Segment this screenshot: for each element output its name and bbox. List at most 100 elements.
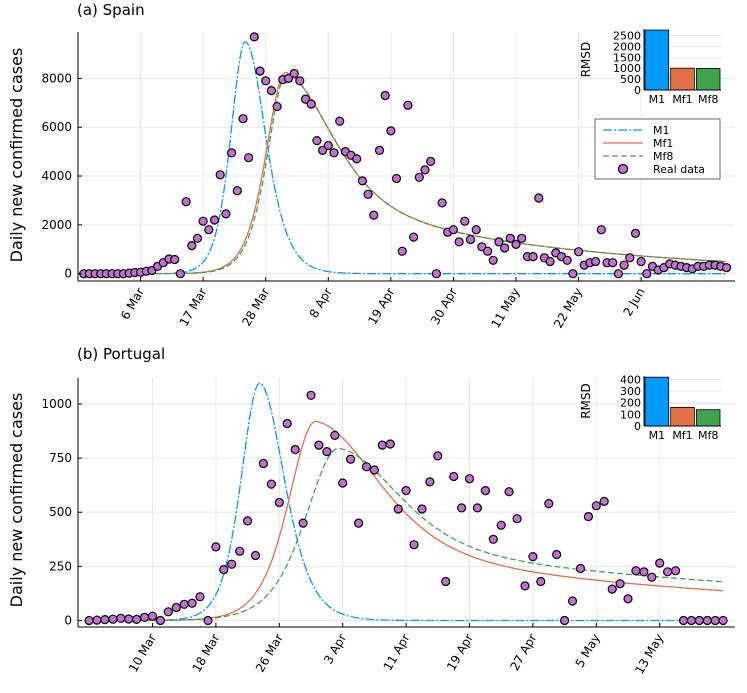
portugal-data-point: [559, 615, 570, 626]
portugal-data-point: [425, 477, 435, 487]
portugal-y-tick-label: 250: [49, 559, 72, 573]
spain-data-point: [255, 66, 265, 76]
spain-data-point: [181, 197, 191, 207]
spain-data-point: [403, 100, 413, 110]
spain-inset-y-tick-label: 0: [634, 84, 641, 97]
portugal-data-point: [306, 390, 316, 400]
spain-data-point: [630, 228, 641, 238]
portugal-data-point: [108, 614, 118, 624]
spain-data-point: [283, 73, 294, 84]
portugal-data-point: [472, 503, 482, 513]
portugal-data-point: [623, 594, 633, 604]
spain-data-point: [391, 173, 402, 184]
portugal-data-point: [583, 511, 594, 522]
spain-data-point: [545, 256, 555, 267]
spain-inset-x-tick-label: M1: [649, 93, 666, 106]
portugal-data-point: [361, 462, 372, 472]
portugal-panel: (b) Portugal Daily new confirmed cases 1…: [7, 345, 735, 677]
portugal-data-point: [163, 607, 173, 617]
spain-data-point: [528, 252, 538, 262]
portugal-data-point: [417, 504, 427, 514]
portugal-data-point: [488, 534, 498, 544]
portugal-data-point: [171, 602, 181, 613]
spain-data-point: [471, 225, 481, 235]
portugal-data-point: [662, 567, 673, 577]
spain-data-point: [175, 269, 185, 279]
spain-y-tick-label: 8000: [41, 71, 72, 85]
spain-data-point: [244, 153, 254, 163]
spain-data-point: [596, 225, 606, 235]
portugal-data-point: [544, 499, 554, 509]
portugal-data-point: [686, 615, 697, 626]
portugal-inset-x-tick-label: M1: [649, 429, 666, 442]
spain-data-point: [300, 94, 311, 104]
portugal-data-point: [92, 615, 102, 625]
portugal-x-tick-label: 5 May: [573, 632, 603, 670]
spain-inset-y-tick-label: 1000: [613, 62, 641, 75]
spain-data-point: [192, 233, 203, 243]
spain-x-tick-label: 11 May: [489, 286, 523, 331]
spain-panel: (a) Spain Daily new confirmed cases 6 Ma…: [7, 1, 735, 331]
spain-data-point: [363, 189, 373, 199]
portugal-data-point: [100, 614, 110, 625]
portugal-data-point: [694, 615, 704, 626]
portugal-data-point: [441, 576, 451, 587]
portugal-data-point: [631, 566, 641, 576]
portugal-data-point: [155, 615, 165, 626]
portugal-data-point: [496, 520, 506, 530]
portugal-data-point: [250, 550, 261, 561]
portugal-y-tick-label: 0: [64, 614, 72, 628]
spain-data-point: [397, 246, 407, 256]
portugal-inset-y-tick-label: 100: [620, 408, 641, 421]
portugal-data-point: [298, 518, 308, 528]
portugal-data-point: [385, 439, 395, 449]
spain-data-point: [357, 176, 367, 186]
portugal-data-point: [449, 471, 459, 482]
portugal-y-tick-label: 1000: [41, 397, 72, 411]
spain-data-point: [721, 263, 732, 273]
portugal-data-point: [655, 558, 665, 568]
portugal-x-tick-label: 27 Apr: [507, 631, 539, 673]
spain-data-point: [562, 255, 572, 265]
spain-data-point: [295, 76, 305, 86]
portugal-data-point: [528, 551, 538, 562]
spain-x-tick-label: 6 Mar: [118, 285, 147, 322]
portugal-data-point: [346, 454, 356, 464]
spain-data-point: [323, 140, 333, 151]
spain-x-tick-label: 19 Apr: [365, 285, 397, 327]
portugal-data-point: [187, 598, 197, 608]
spain-inset-y-tick-label: 1500: [613, 51, 641, 64]
spain-data-point: [500, 243, 510, 253]
spain-data-point: [380, 90, 390, 101]
portugal-data-point: [464, 474, 475, 484]
spain-data-point: [272, 101, 282, 112]
portugal-data-point: [195, 592, 205, 602]
portugal-data-point: [322, 447, 332, 457]
spain-inset-y-tick-label: 2000: [613, 40, 641, 53]
portugal-x-tick-label: 3 Apr: [321, 631, 349, 666]
portugal-data-point: [274, 497, 284, 508]
spain-data-point: [249, 32, 259, 42]
spain-inset-y-tick-label: 500: [620, 73, 641, 86]
spain-data-point: [568, 269, 578, 279]
spain-x-tick-label: 2 Jun: [621, 286, 648, 319]
portugal-x-tick-label: 11 Apr: [381, 631, 413, 673]
portugal-data-point: [211, 542, 221, 552]
portugal-x-tick-label: 19 Apr: [444, 631, 476, 673]
portugal-data-point: [235, 546, 245, 556]
portugal-data-point: [266, 479, 276, 489]
spain-data-point: [431, 269, 441, 279]
spain-data-point: [261, 76, 271, 86]
portugal-data-point: [647, 572, 657, 582]
spain-y-tick-label: 0: [64, 267, 72, 281]
portugal-data-point: [575, 563, 586, 574]
spain-data-point: [573, 247, 584, 257]
spain-data-point: [613, 269, 624, 279]
spain-data-point: [170, 254, 180, 265]
spain-data-point: [426, 156, 436, 166]
spain-data-point: [215, 170, 225, 180]
portugal-axes: 10 Mar 18 Mar 26 Mar 3 Apr 11 Apr 19 Apr 27 Ap…: [41, 378, 735, 677]
spain-data-point: [289, 68, 299, 79]
portugal-data-point: [282, 418, 292, 429]
